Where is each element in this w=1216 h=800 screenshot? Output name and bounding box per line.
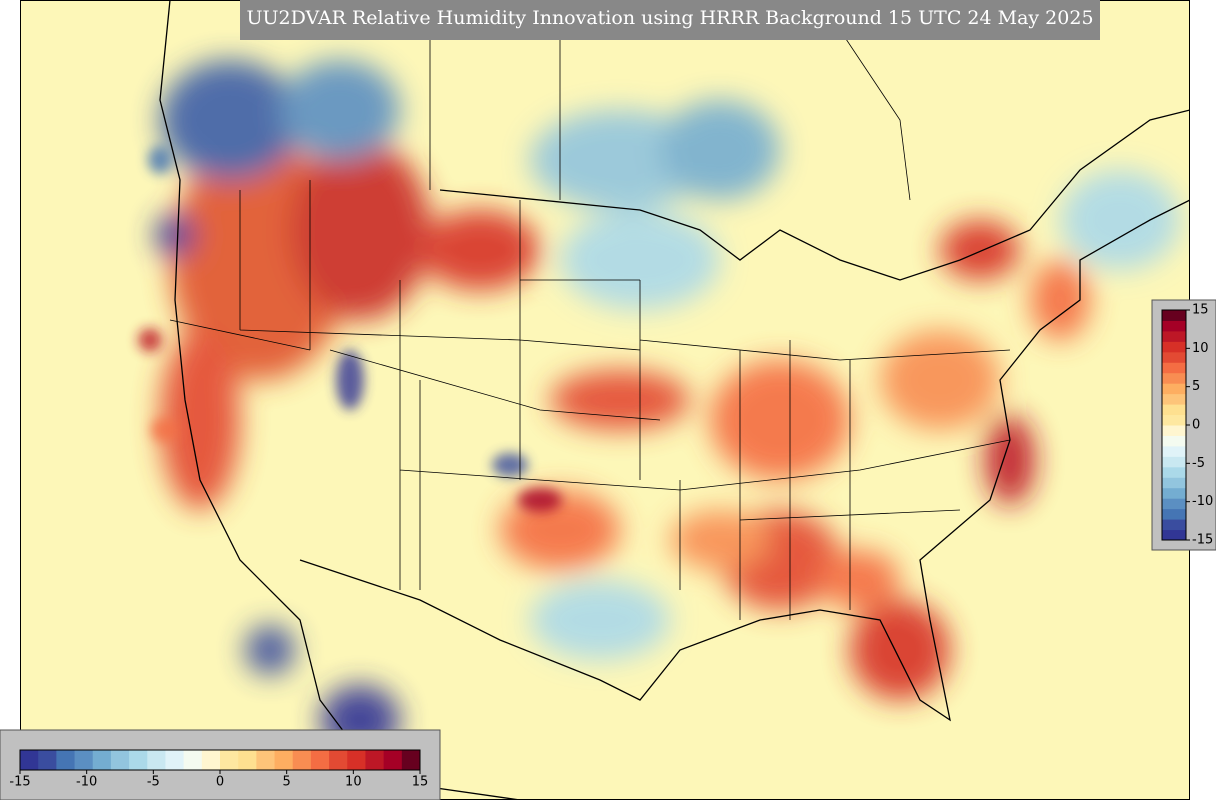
color-bin xyxy=(365,750,385,770)
tick-label: 5 xyxy=(1192,379,1200,394)
color-bin xyxy=(56,750,76,770)
color-bin xyxy=(310,750,330,770)
color-bin xyxy=(129,750,148,770)
tick-label: 10 xyxy=(1192,341,1209,356)
color-bin xyxy=(274,750,294,770)
color-bin xyxy=(292,750,312,770)
tick-label: 10 xyxy=(345,775,362,790)
color-bin xyxy=(1162,351,1186,363)
color-bin xyxy=(1162,435,1186,447)
colorbar-vertical: -15 -10 -5 0 5 10 15 xyxy=(1161,303,1213,548)
color-bin xyxy=(110,750,130,770)
color-bin xyxy=(183,750,203,770)
color-bin xyxy=(92,750,112,770)
color-bin xyxy=(1162,320,1186,332)
color-bin xyxy=(401,750,421,770)
color-bin xyxy=(74,750,94,770)
color-bin xyxy=(1162,445,1186,457)
color-bin xyxy=(1162,519,1186,531)
color-bin xyxy=(383,750,403,770)
color-bin xyxy=(1162,498,1186,510)
tick-label: -5 xyxy=(147,775,160,790)
color-bin xyxy=(238,750,257,770)
color-bin xyxy=(220,750,239,770)
tick-label: -15 xyxy=(9,775,30,790)
color-bin xyxy=(1162,372,1186,384)
tick-label: 15 xyxy=(412,775,429,790)
color-bin xyxy=(256,750,276,770)
color-bin xyxy=(147,750,166,770)
tick-label: -5 xyxy=(1192,456,1205,471)
tick-label: 15 xyxy=(1192,303,1209,318)
color-bin xyxy=(165,750,185,770)
color-bin xyxy=(1162,425,1186,436)
tick-label: -10 xyxy=(76,775,97,790)
color-bin xyxy=(1162,466,1186,478)
color-bin xyxy=(1162,330,1186,342)
color-bin xyxy=(1162,362,1186,374)
color-bin xyxy=(20,750,39,770)
color-bin xyxy=(1162,383,1186,395)
color-bin xyxy=(1162,310,1186,321)
map-field xyxy=(20,0,1190,800)
color-bin xyxy=(1162,456,1186,468)
tick-label: 0 xyxy=(1192,418,1200,433)
map-title: UU2DVAR Relative Humidity Innovation usi… xyxy=(246,7,1093,29)
tick-label: 5 xyxy=(283,775,291,790)
tick-label: -10 xyxy=(1192,494,1213,509)
color-bin xyxy=(1162,487,1186,499)
color-bin xyxy=(1162,393,1186,405)
color-bin xyxy=(347,750,366,770)
color-bin xyxy=(201,750,221,770)
color-bin xyxy=(1162,477,1186,489)
color-bin xyxy=(38,750,57,770)
color-bin xyxy=(1162,341,1186,353)
color-bin xyxy=(329,750,348,770)
tick-label: -15 xyxy=(1192,533,1213,548)
color-bin xyxy=(1162,414,1186,426)
color-bin xyxy=(1162,529,1186,541)
color-bin xyxy=(1162,508,1186,520)
tick-label: 0 xyxy=(216,775,224,790)
title-box xyxy=(240,0,1100,40)
colorbar-horizontal: -15 -10 -5 0 5 10 15 xyxy=(9,749,429,790)
color-bin xyxy=(1162,404,1186,416)
